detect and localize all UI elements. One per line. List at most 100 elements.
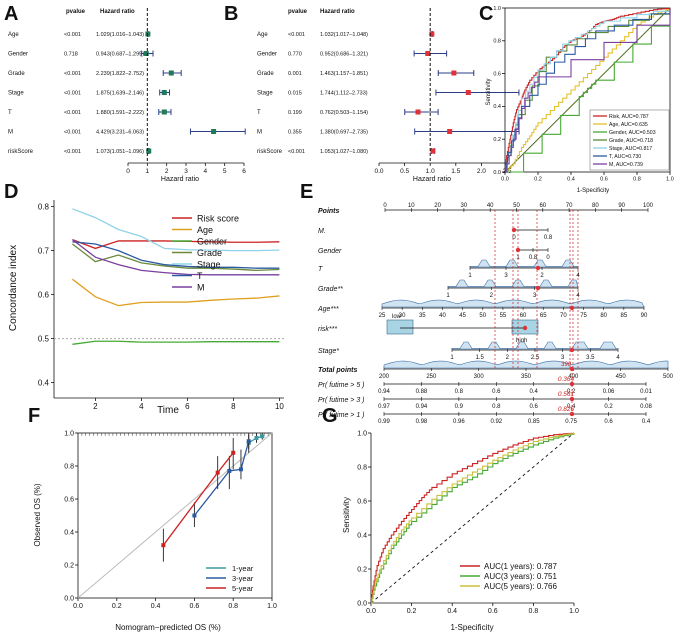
row-label: Age <box>8 32 19 38</box>
nomogram-tick-label: 3.5 <box>586 355 595 361</box>
x-tick-label: 0.4 <box>151 603 161 610</box>
nomogram-tick-label: 60 <box>520 313 527 319</box>
cindex-line <box>72 241 280 269</box>
legend-label: 5-year <box>232 584 254 593</box>
legend-label: Risk score <box>197 214 239 224</box>
nomogram-tick-label: 1 <box>468 273 472 279</box>
nomogram-tick-label: 0.4 <box>642 419 651 425</box>
nomogram-tick-label: 0.6 <box>604 419 613 425</box>
row-label: T <box>257 110 261 116</box>
nomogram-tick-label: 0.2 <box>604 404 613 410</box>
x-tick-label: 0.0 <box>366 608 376 615</box>
nomogram-tick-label: 10 <box>408 203 415 209</box>
row-hr-text: 1.880(1.591–2.222) <box>96 110 144 116</box>
calibration-point <box>227 468 232 473</box>
total-points-value: 390 <box>561 362 572 368</box>
nomogram-tick-label: 50 <box>513 203 520 209</box>
row-label: M <box>257 130 262 136</box>
y-tick-label: 0.4 <box>38 379 50 388</box>
x-tick-label: 8 <box>231 402 236 411</box>
legend-label: 3-year <box>232 574 254 583</box>
nomogram-tick-label: 55 <box>500 313 507 319</box>
row-pvalue: <0.001 <box>64 149 81 155</box>
nomogram-row-label: M. <box>318 228 326 235</box>
calibration-point <box>192 513 197 518</box>
row-hr-text: 1.875(1.639–2.146) <box>96 91 144 97</box>
calibration-point <box>231 450 236 455</box>
x-tick-label: 1.0 <box>569 608 579 615</box>
x-tick-label: 6 <box>185 402 190 411</box>
x-tick-label: 4 <box>204 168 208 175</box>
legend-label: M <box>197 283 205 293</box>
nomogram-row-label: Grade** <box>318 286 343 293</box>
nomogram-tick-label: 250 <box>426 374 437 380</box>
hr-point <box>145 31 151 37</box>
hr-point <box>430 148 436 154</box>
y-tick-label: 0.8 <box>38 203 50 212</box>
nomogram-row-label: Pr( futime > 3 ) <box>318 397 364 404</box>
row-hr-text: 1.380(0.697–2.735) <box>320 130 368 136</box>
projection-point <box>569 396 575 402</box>
row-pvalue: <0.001 <box>288 32 305 38</box>
nomogram-tick-label: 0 <box>546 255 550 261</box>
nomogram-tick-label: 2.5 <box>531 355 540 361</box>
row-pvalue: 0.718 <box>64 52 78 58</box>
nomogram-tick-label: 0.8 <box>529 255 538 261</box>
roc-curve <box>505 8 671 173</box>
density-curve <box>447 279 579 288</box>
nomogram-row-label: Pr( futime > 5 ) <box>318 382 364 389</box>
row-label: T <box>8 110 12 116</box>
row-pvalue: 0.770 <box>288 52 302 58</box>
row-hr-text: 4.429(3.231–6.063) <box>96 130 144 136</box>
x-tick-label: 1 <box>146 168 150 175</box>
y-tick-label: 0.2 <box>493 137 501 143</box>
projection-point <box>569 347 575 353</box>
nomogram-row-label: Gender <box>318 248 342 255</box>
prediction-value: 0.561 <box>558 391 575 398</box>
d-ylabel: Concordance index <box>8 245 19 331</box>
f-xlabel: Nomogram−predicted OS (%) <box>115 623 221 632</box>
projection-point <box>569 305 575 311</box>
roc-curve <box>371 433 575 604</box>
projection-point <box>569 366 575 372</box>
y-tick-label: 0.4 <box>357 532 367 539</box>
f-ylabel: Observed OS (%) <box>33 483 42 546</box>
nomogram-tick-label: 0.9 <box>455 404 464 410</box>
y-tick-label: 0.7 <box>38 247 50 256</box>
density-curve <box>469 259 579 268</box>
x-tick-label: 0.5 <box>400 168 409 175</box>
nomogram-tick-label: 90 <box>618 203 625 209</box>
row-pvalue: 0.355 <box>288 130 302 136</box>
nomogram-tick-label: 0.75 <box>565 419 577 425</box>
y-tick-label: 0.8 <box>493 39 501 45</box>
y-tick-label: 0.6 <box>357 498 367 505</box>
nomogram-tick-label: 0 <box>383 203 387 209</box>
hr-point <box>146 148 152 154</box>
nomogram-tick-label: 100 <box>643 203 654 209</box>
nomogram-tick-label: 0.92 <box>490 419 502 425</box>
row-label: M <box>8 130 13 136</box>
hr-point <box>168 70 174 76</box>
y-tick-label: 0.6 <box>493 71 501 77</box>
legend-label: Gender <box>197 237 227 247</box>
x-tick-label: 1.0 <box>426 168 435 175</box>
nomogram-tick-label: 0.94 <box>416 404 428 410</box>
nomogram-row-label: Stage* <box>318 348 339 355</box>
panel-g: G 0.0 0.2 0.4 0.6 0.8 1.0 0.0 0.2 0.4 0.6 0.8 1.0 AU… <box>322 405 579 632</box>
legend-label: AUC(3 years): 0.751 <box>484 572 557 581</box>
row-hr-text: 1.463(1.157–1.851) <box>320 71 368 77</box>
projection-point <box>569 411 575 417</box>
legend-label: Risk, AUC=0.787 <box>609 114 649 120</box>
nomogram-tick-label: 2 <box>490 293 494 299</box>
row-label: riskScore <box>8 149 34 155</box>
row-pvalue: <0.001 <box>64 110 81 116</box>
nomogram-tick-label: 300 <box>474 374 485 380</box>
nomogram-tick-label: 70 <box>560 313 567 319</box>
roc-curve <box>370 432 575 604</box>
projection-point <box>511 227 517 233</box>
legend-label: M, AUC=0.739 <box>609 162 643 168</box>
x-tick-label: 0.2 <box>407 608 417 615</box>
row-label: Grade <box>8 71 25 77</box>
nomogram-tick-label: 2 <box>540 273 544 279</box>
legend-label: Age, AUC=0.635 <box>609 122 648 128</box>
